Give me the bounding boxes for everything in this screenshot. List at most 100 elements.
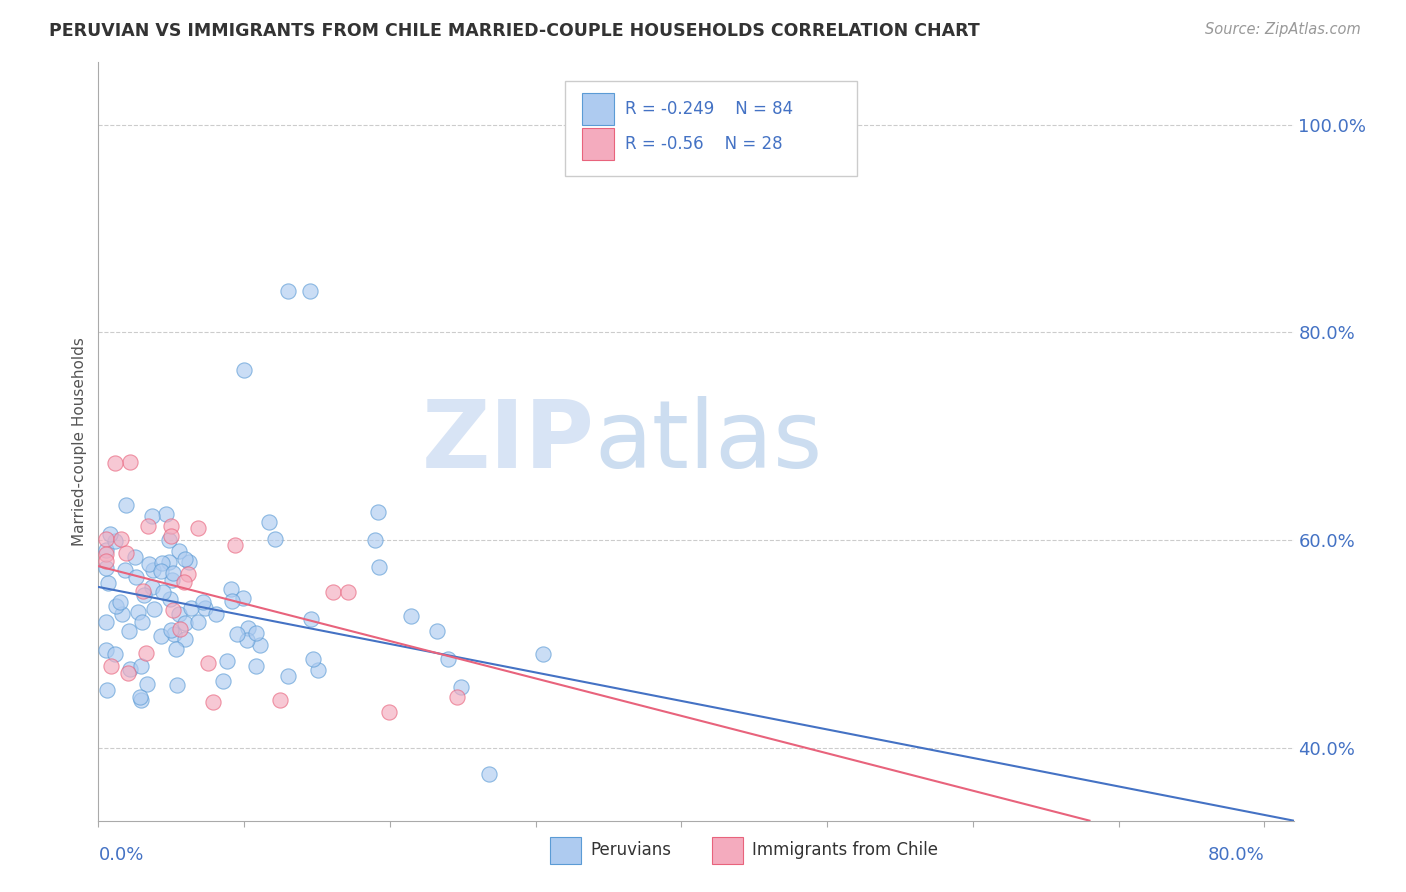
Point [108, 595, 131, 609]
Text: ZIP: ZIP [422, 395, 595, 488]
Text: R = -0.249    N = 84: R = -0.249 N = 84 [626, 100, 793, 118]
Point [531, 647, 554, 661]
Point [173, 575, 195, 590]
Text: Source: ZipAtlas.com: Source: ZipAtlas.com [1205, 22, 1361, 37]
Point [136, 519, 159, 533]
Point [98, 527, 121, 541]
Point [125, 570, 148, 584]
Point [149, 629, 172, 643]
Point [152, 585, 174, 599]
Point [120, 455, 142, 469]
Text: Immigrants from Chile: Immigrants from Chile [752, 841, 938, 859]
Point [155, 507, 177, 521]
Point [217, 654, 239, 668]
Point [163, 627, 186, 641]
Point [367, 505, 389, 519]
Point [177, 555, 200, 569]
Point [212, 674, 235, 689]
Point [152, 556, 174, 570]
Point [165, 641, 187, 656]
Point [231, 591, 253, 606]
Point [186, 615, 208, 630]
Point [437, 651, 460, 665]
Text: Peruvians: Peruvians [591, 841, 672, 859]
Point [169, 607, 191, 621]
Point [202, 695, 225, 709]
Point [299, 612, 322, 626]
Point [160, 573, 183, 587]
Point [226, 627, 249, 641]
FancyBboxPatch shape [550, 837, 581, 863]
Point [823, 826, 845, 840]
Point [446, 690, 468, 705]
Point [166, 677, 188, 691]
Point [136, 677, 159, 691]
Point [235, 632, 257, 647]
Point [131, 615, 153, 629]
Point [197, 656, 219, 670]
Point [129, 690, 152, 705]
Point [115, 498, 138, 512]
Point [160, 529, 183, 543]
Point [141, 508, 163, 523]
Point [131, 659, 153, 673]
Point [478, 766, 501, 780]
Point [257, 515, 280, 529]
Point [162, 603, 184, 617]
Point [114, 546, 136, 560]
Point [191, 595, 214, 609]
Point [97, 575, 120, 590]
Point [363, 533, 385, 548]
Point [157, 555, 180, 569]
Point [94, 553, 117, 567]
Y-axis label: Married-couple Households: Married-couple Households [72, 337, 87, 546]
Point [399, 608, 422, 623]
Point [94, 643, 117, 657]
Point [173, 552, 195, 566]
Point [264, 532, 287, 546]
Point [245, 626, 267, 640]
Text: atlas: atlas [595, 395, 823, 488]
Point [100, 658, 122, 673]
Point [110, 532, 132, 546]
Point [104, 599, 127, 614]
Point [245, 658, 267, 673]
Point [307, 663, 329, 677]
FancyBboxPatch shape [711, 837, 742, 863]
Point [426, 624, 449, 638]
Point [174, 632, 197, 646]
Point [180, 601, 202, 615]
Point [233, 363, 256, 377]
Point [124, 549, 146, 564]
Point [127, 605, 149, 619]
Point [157, 533, 180, 548]
Text: R = -0.56    N = 28: R = -0.56 N = 28 [626, 136, 783, 153]
Point [450, 680, 472, 694]
Point [219, 582, 242, 596]
Point [378, 705, 401, 719]
Point [135, 646, 157, 660]
Point [142, 563, 165, 577]
Point [134, 588, 156, 602]
Point [173, 616, 195, 631]
FancyBboxPatch shape [582, 93, 613, 125]
Point [238, 621, 260, 635]
Point [143, 602, 166, 616]
Point [269, 693, 291, 707]
FancyBboxPatch shape [565, 81, 858, 177]
FancyBboxPatch shape [582, 128, 613, 161]
Point [117, 665, 139, 680]
Point [177, 566, 200, 581]
Point [169, 622, 191, 636]
Point [118, 624, 141, 639]
Text: 0.0%: 0.0% [98, 846, 143, 863]
Point [94, 542, 117, 557]
Point [298, 284, 321, 298]
Point [111, 607, 134, 621]
Point [104, 456, 127, 470]
Point [94, 532, 117, 546]
Point [167, 544, 190, 558]
Point [336, 585, 359, 599]
Point [104, 647, 127, 661]
Point [194, 601, 217, 615]
